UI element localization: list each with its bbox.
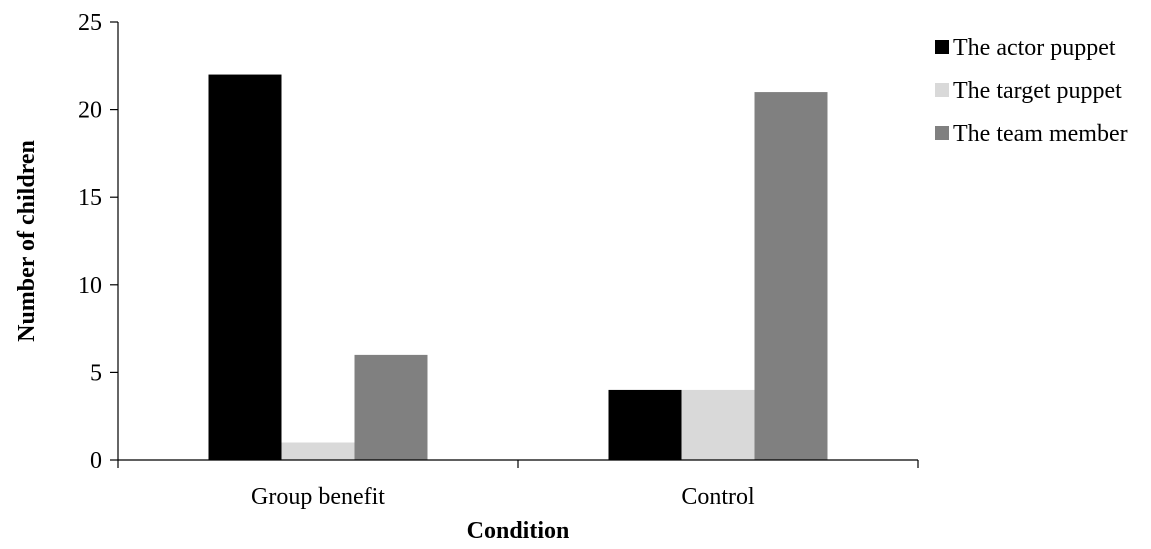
legend-label: The target puppet bbox=[953, 78, 1122, 104]
y-tick-label: 5 bbox=[90, 360, 102, 386]
x-tick-label: Control bbox=[681, 484, 755, 510]
bar-3-1 bbox=[354, 354, 428, 460]
y-tick-label: 0 bbox=[90, 448, 102, 474]
x-ticks: Group benefit Control bbox=[117, 460, 919, 510]
x-tick-label: Group benefit bbox=[251, 484, 385, 510]
legend: The actor puppet The target puppet The tea… bbox=[935, 35, 1128, 147]
y-axis-title: Number of children bbox=[14, 140, 40, 342]
bar-2-1 bbox=[281, 442, 355, 460]
bar-3-2 bbox=[754, 92, 828, 460]
y-tick-label: 25 bbox=[78, 10, 102, 36]
x-axis-title: Condition bbox=[467, 518, 570, 544]
y-tick-label: 10 bbox=[78, 273, 102, 299]
bars-layer bbox=[208, 74, 828, 460]
legend-swatch bbox=[935, 83, 949, 97]
legend-swatch bbox=[935, 40, 949, 54]
legend-label: The actor puppet bbox=[953, 35, 1116, 61]
y-tick-label: 20 bbox=[78, 98, 102, 124]
bar-1-1 bbox=[208, 74, 282, 460]
legend-swatch bbox=[935, 126, 949, 140]
y-tick-label: 15 bbox=[78, 185, 102, 211]
bar-2-2 bbox=[681, 389, 755, 460]
bar-1-2 bbox=[608, 389, 682, 460]
legend-label: The team member bbox=[953, 121, 1128, 147]
y-ticks: 0 5 10 15 20 25 bbox=[78, 10, 118, 474]
